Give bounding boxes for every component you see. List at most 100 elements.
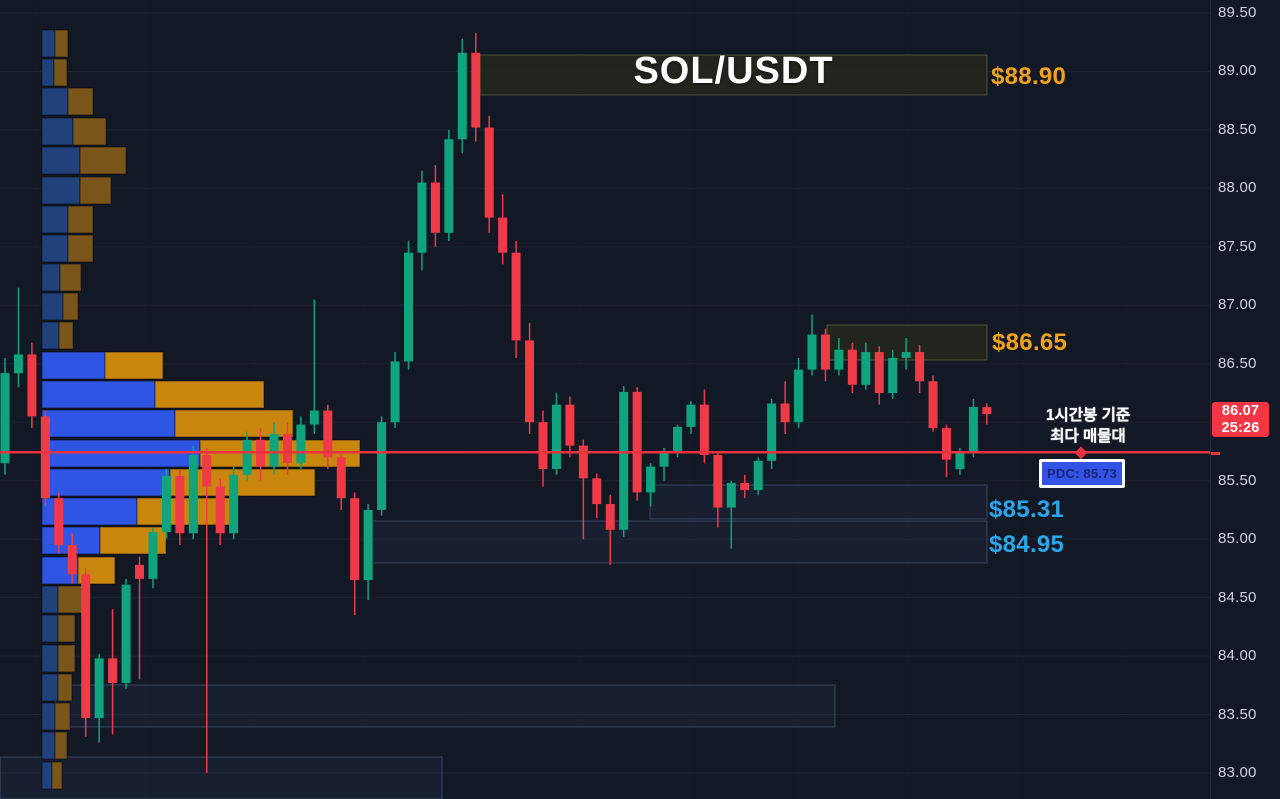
candle-down	[282, 433, 292, 464]
candle-countdown: 25:26	[1221, 419, 1260, 436]
axis-tick-label: 87.00	[1218, 296, 1257, 314]
vp-sell-bar	[79, 176, 112, 205]
vp-sell-bar	[67, 205, 94, 234]
price-axis[interactable]: 89.50 89.00 88.50 88.00 87.50 87.00 86.50 85.50…	[1210, 0, 1280, 799]
candle-up	[188, 454, 198, 534]
candle-down	[780, 403, 790, 423]
axis-tick-label: 84.00	[1218, 647, 1257, 665]
support-zone-8350[interactable]	[54, 684, 836, 728]
support-zone-8300[interactable]	[0, 756, 443, 799]
candle-down	[67, 544, 77, 575]
pdc-marker-diamond[interactable]	[1074, 446, 1088, 460]
price-level-label-8495[interactable]: $84.95	[989, 531, 1065, 558]
candle-up	[363, 509, 373, 581]
candle-down	[323, 410, 333, 458]
vp-sell-bar	[62, 292, 79, 321]
candle-up	[161, 476, 171, 533]
candle-up	[417, 182, 427, 253]
candles	[0, 32, 992, 773]
price-level-label-8890[interactable]: $88.90	[991, 63, 1067, 90]
axis-tick-label: 87.50	[1218, 237, 1257, 255]
candle-up	[390, 361, 400, 423]
last-price-badge: 86.07 25:26	[1212, 402, 1269, 437]
candle-up	[404, 252, 413, 362]
candle-up	[888, 357, 898, 393]
candle-up	[269, 433, 279, 467]
pdc-horizontal-line[interactable]	[0, 451, 1210, 454]
candle-down	[430, 182, 440, 233]
vp-sell-bar	[67, 87, 94, 116]
vp-buy-bar	[41, 234, 69, 263]
candle-down	[942, 428, 951, 460]
candle-up	[646, 466, 656, 493]
vp-buy-bar	[41, 263, 61, 292]
vp-sell-bar	[57, 614, 76, 643]
candle-down	[336, 457, 346, 499]
candle-up	[0, 373, 10, 464]
axis-tick-label: 89.00	[1218, 62, 1257, 80]
vp-buy-bar	[41, 702, 56, 731]
candle-down	[350, 498, 360, 581]
candle-down	[713, 454, 723, 508]
vp-sell-bar	[77, 556, 116, 585]
vp-sell-bar	[79, 146, 127, 175]
candle-down	[847, 349, 857, 385]
pdc-price-label[interactable]: PDC: 85.73	[1039, 459, 1125, 488]
axis-tick-label: 83.00	[1218, 763, 1257, 781]
price-level-label-8531[interactable]: $85.31	[989, 496, 1065, 523]
support-zone-8495[interactable]	[371, 520, 988, 564]
vp-sell-bar	[54, 29, 69, 58]
price-level-label-8665[interactable]: $86.65	[992, 329, 1068, 356]
candle-down	[81, 574, 91, 719]
price-chart-canvas[interactable]	[0, 0, 1210, 799]
candle-down	[498, 217, 508, 253]
candle-down	[511, 252, 521, 341]
candle-down	[27, 354, 37, 417]
candle-up	[861, 352, 871, 385]
vp-sell-bar	[59, 263, 82, 292]
candle-up	[834, 349, 844, 370]
axis-tick-label: 86.50	[1218, 354, 1257, 372]
vp-sell-bar	[51, 761, 63, 790]
vp-buy-bar	[41, 205, 69, 234]
candle-down	[982, 407, 992, 415]
candle-up	[296, 424, 306, 464]
korean-annotation: 1시간봉 기준 최다 매물대	[1024, 405, 1152, 447]
candle-down	[820, 334, 830, 370]
axis-tick-label: 85.00	[1218, 530, 1257, 548]
vp-buy-bar	[41, 292, 64, 321]
vp-sell-bar	[174, 409, 294, 438]
candle-up	[767, 403, 777, 461]
candle-down	[592, 478, 602, 505]
vp-buy-bar	[41, 761, 53, 790]
candle-up	[229, 474, 239, 534]
vp-buy-bar	[41, 409, 176, 438]
candle-down	[471, 52, 481, 128]
candle-down	[915, 352, 925, 382]
candle-down	[108, 658, 118, 683]
candle-down	[740, 483, 750, 491]
candle-up	[242, 439, 252, 475]
vp-buy-bar	[41, 673, 59, 702]
candle-up	[148, 532, 158, 579]
candle-up	[619, 391, 629, 530]
zones	[0, 54, 988, 799]
last-price-value: 86.07	[1221, 403, 1260, 419]
candle-down	[578, 445, 588, 479]
candle-up	[309, 410, 319, 425]
vp-sell-bar	[154, 380, 265, 409]
vp-sell-bar	[58, 321, 74, 350]
candle-down	[175, 476, 185, 534]
vp-buy-bar	[41, 146, 81, 175]
volume-profile	[41, 29, 361, 790]
candle-up	[794, 369, 804, 423]
resistance-zone-8890[interactable]	[479, 54, 988, 96]
vp-buy-bar	[41, 176, 81, 205]
vp-buy-bar	[41, 468, 171, 497]
grid	[0, 0, 1210, 799]
candle-up	[753, 460, 763, 491]
candle-down	[525, 340, 535, 423]
support-zone-8531[interactable]	[649, 484, 988, 520]
candle-down	[699, 404, 709, 455]
vp-sell-bar	[72, 117, 107, 146]
